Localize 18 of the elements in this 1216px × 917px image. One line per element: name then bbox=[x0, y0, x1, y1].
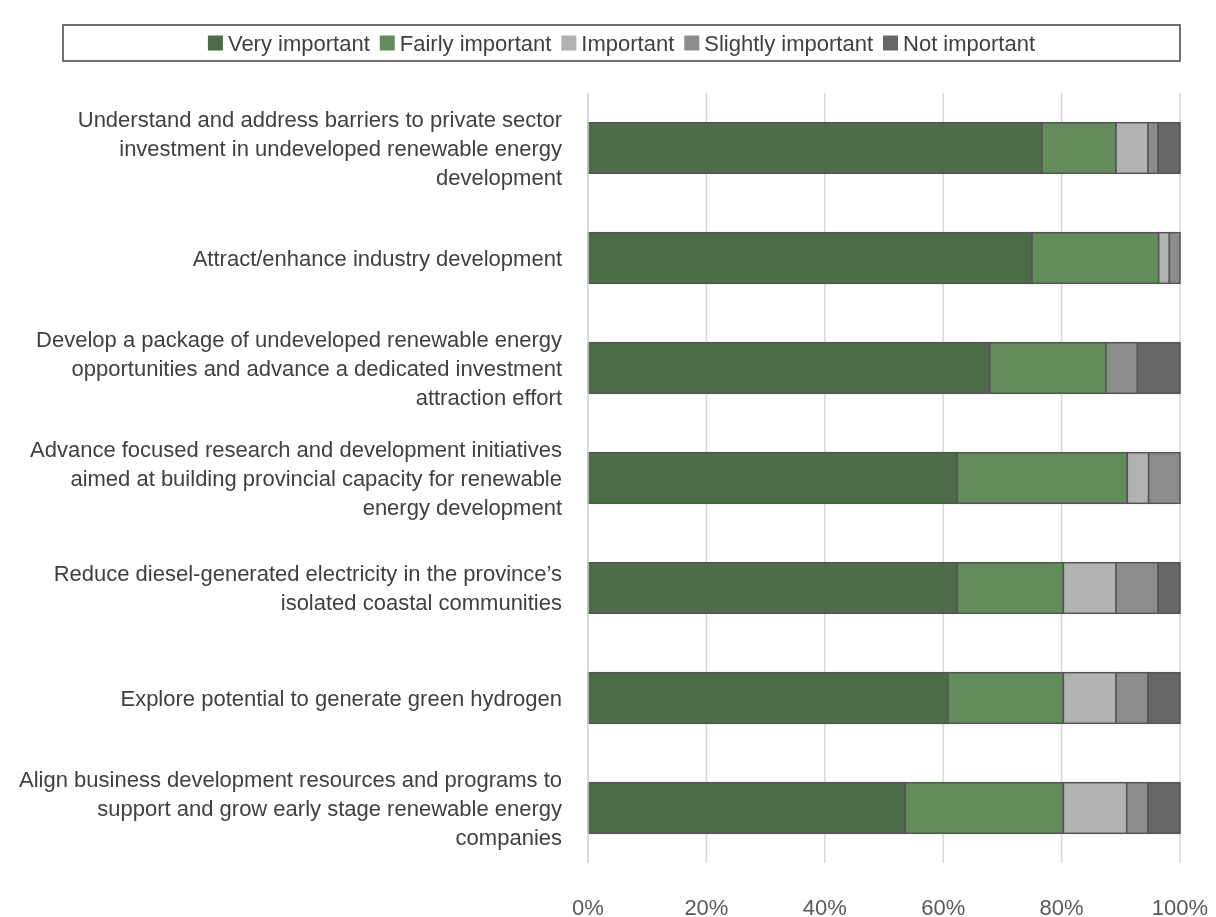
y-tick-label: Explore potential to generate green hydrogen bbox=[120, 685, 562, 711]
x-tick-label: 0% bbox=[572, 895, 604, 917]
legend-label: Fairly important bbox=[399, 30, 552, 56]
y-tick-label: Develop a package of undeveloped renewable energy opportunities and advance a dedicated investment attraction effort bbox=[36, 326, 562, 410]
y-tick-label: Align business development resources and programs to support and grow early stage renewable energy companies bbox=[19, 766, 562, 850]
x-tick-label: 80% bbox=[1039, 895, 1084, 917]
y-tick-label: Understand and address barriers to private sector investment in undeveloped renewable energy development bbox=[77, 106, 562, 190]
x-tick-label: 100% bbox=[1151, 895, 1209, 917]
y-tick-label: Attract/enhance industry development bbox=[192, 245, 562, 271]
y-tick-label: Reduce diesel-generated electricity in the province’s isolated coastal communities bbox=[53, 561, 562, 616]
x-tick-label: 20% bbox=[684, 895, 729, 917]
legend-label: Not important bbox=[903, 30, 1036, 56]
x-tick-label: 40% bbox=[802, 895, 847, 917]
y-tick-label: Advance focused research and development initiatives aimed at building provincial capacity for renewable energy development bbox=[30, 436, 562, 520]
x-tick-label: 60% bbox=[921, 895, 966, 917]
legend-label: Important bbox=[581, 30, 675, 56]
legend-label: Slightly important bbox=[704, 30, 874, 56]
legend-label: Very important bbox=[227, 30, 370, 56]
